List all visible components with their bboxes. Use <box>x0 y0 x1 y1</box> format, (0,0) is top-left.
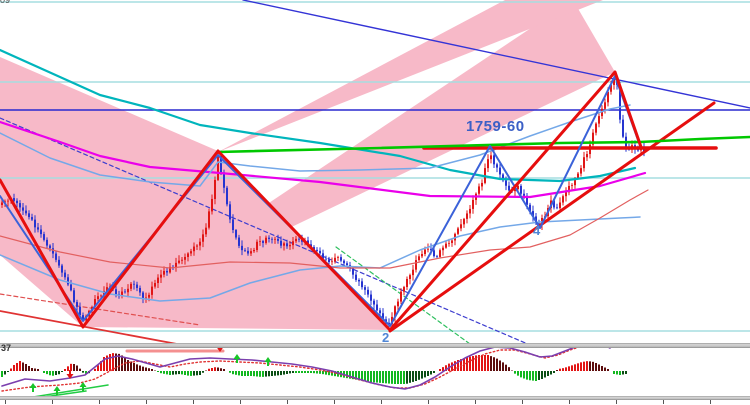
time-axis-tick <box>146 400 147 404</box>
thick-trendlines <box>216 101 750 333</box>
time-axis-tick <box>240 400 241 404</box>
time-axis-tick <box>522 400 523 404</box>
bottom-separator[interactable] <box>0 396 750 400</box>
zigzag-lines <box>0 70 643 332</box>
indicator-value-label: 37 <box>1 343 12 353</box>
time-axis-tick <box>710 400 711 404</box>
price-level-label[interactable]: 1759-60 <box>466 118 525 135</box>
signal-lines <box>1 348 611 396</box>
moving-averages <box>0 48 649 302</box>
wave-label-4[interactable]: 4 <box>533 223 541 238</box>
time-axis-tick <box>381 400 382 404</box>
time-axis-tick <box>569 400 570 404</box>
time-axis-tick <box>663 400 664 404</box>
time-axis-tick <box>428 400 429 404</box>
signal-arrows <box>29 348 272 395</box>
time-axis-tick <box>334 400 335 404</box>
time-axis-tick <box>475 400 476 404</box>
time-axis-tick <box>616 400 617 404</box>
time-axis[interactable] <box>0 400 750 405</box>
main-price-chart[interactable] <box>0 0 750 343</box>
time-axis-tick <box>5 400 6 404</box>
panel-separator[interactable] <box>0 343 750 348</box>
time-axis-tick <box>52 400 53 404</box>
harmonic-pattern-fill <box>0 0 615 330</box>
diagonal-trendlines <box>0 0 750 343</box>
wave-label-2[interactable]: 2 <box>382 330 390 345</box>
time-axis-tick <box>193 400 194 404</box>
time-axis-tick <box>99 400 100 404</box>
clipped-value-top-left: 09 <box>0 0 11 5</box>
indicator-panel[interactable] <box>0 348 750 396</box>
macd-histogram <box>1 353 627 384</box>
time-axis-tick <box>287 400 288 404</box>
